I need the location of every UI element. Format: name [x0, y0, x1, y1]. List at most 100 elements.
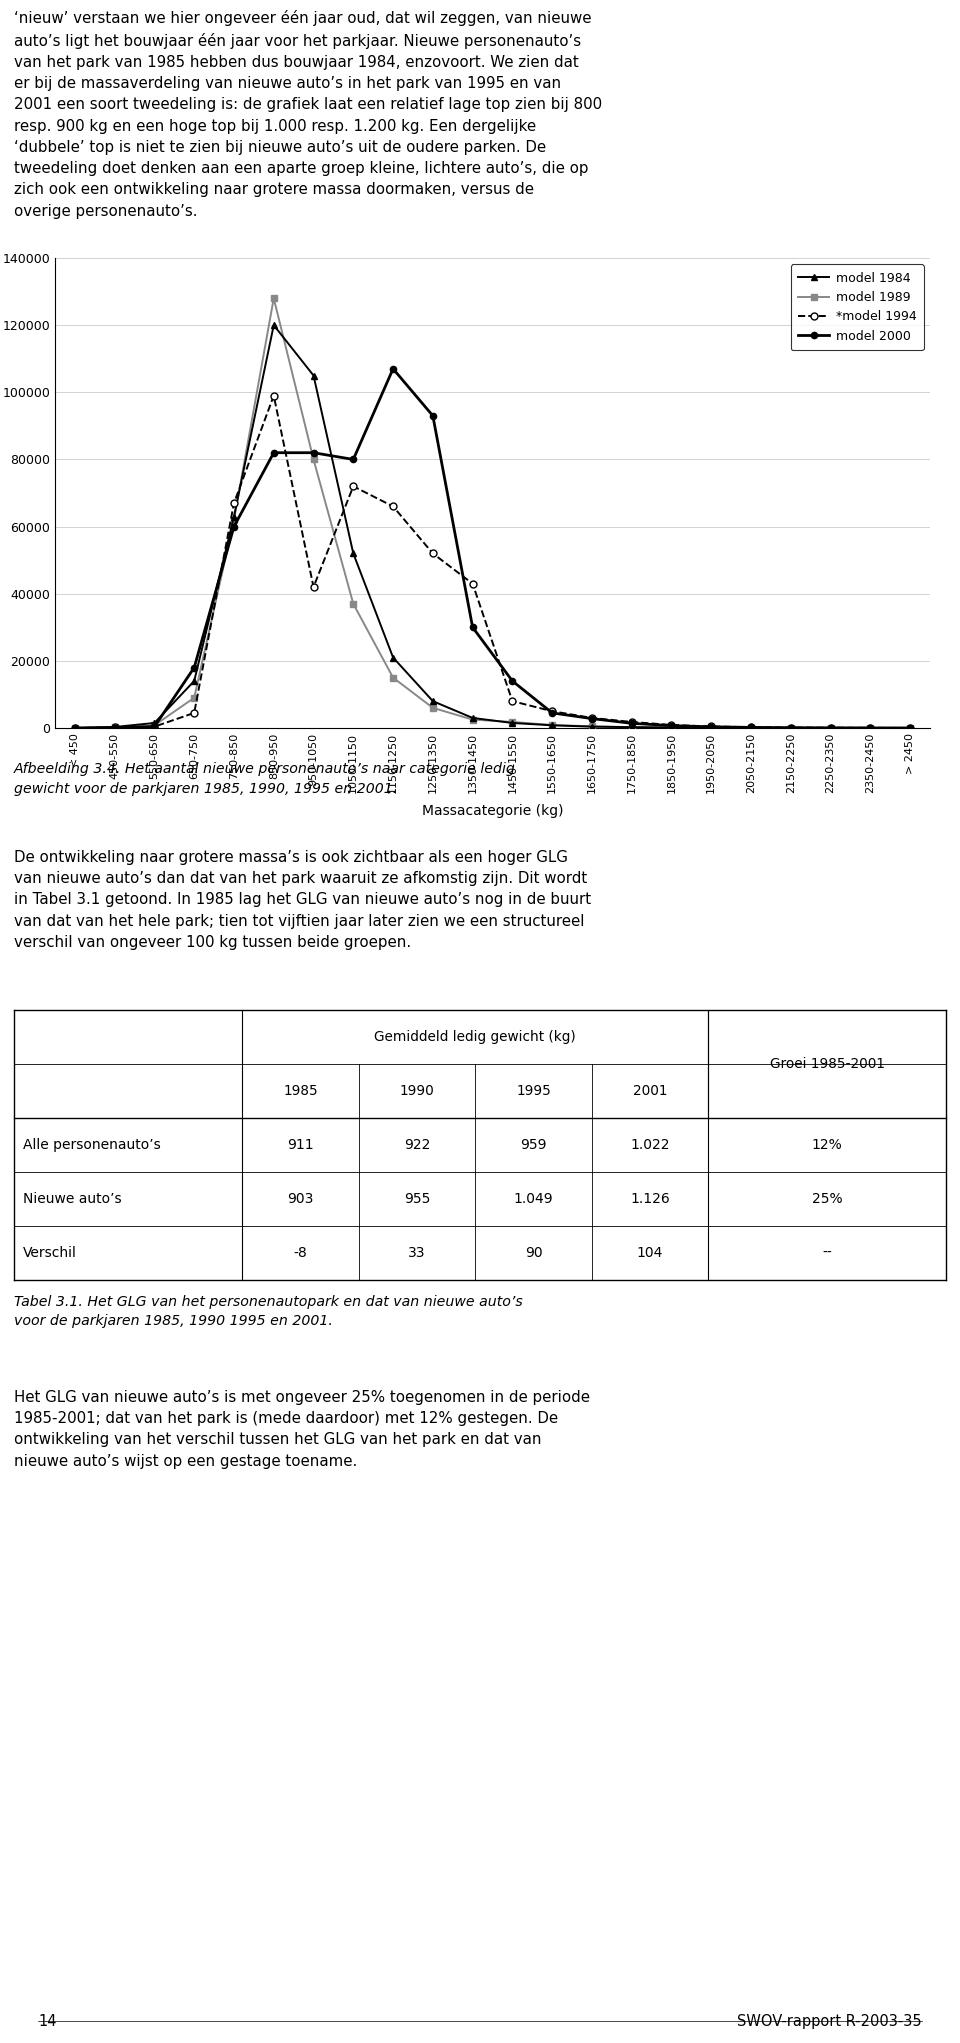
Text: 922: 922	[404, 1138, 430, 1152]
Text: 2001: 2001	[633, 1085, 667, 1097]
model 1989	[427, 695, 439, 719]
model 1989	[228, 507, 240, 531]
model 1989	[546, 713, 558, 738]
*model 1994	[546, 699, 558, 723]
model 1989	[665, 715, 677, 740]
model 1989	[348, 592, 359, 617]
model 1989	[507, 709, 518, 733]
model 1984	[665, 715, 677, 740]
*model 1994	[825, 715, 836, 740]
model 1984	[825, 715, 836, 740]
model 1984	[188, 668, 200, 693]
model 1984	[785, 715, 797, 740]
Text: 1.022: 1.022	[631, 1138, 670, 1152]
*model 1994	[427, 541, 439, 566]
model 2000	[108, 715, 120, 740]
*model 1994	[228, 490, 240, 515]
Text: --: --	[823, 1246, 832, 1261]
*model 1994	[865, 715, 876, 740]
Text: 1.049: 1.049	[514, 1191, 553, 1205]
Text: Nieuwe auto’s: Nieuwe auto’s	[23, 1191, 122, 1205]
Text: De ontwikkeling naar grotere massa’s is ook zichtbaar als een hoger GLG
van nieu: De ontwikkeling naar grotere massa’s is …	[14, 850, 591, 950]
model 1984	[228, 505, 240, 529]
model 1989	[626, 715, 637, 740]
Text: 14: 14	[38, 2014, 57, 2029]
model 2000	[904, 715, 916, 740]
Text: 1985: 1985	[283, 1085, 318, 1097]
*model 1994	[467, 572, 478, 597]
model 2000	[626, 711, 637, 735]
Text: Tabel 3.1. Het GLG van het personenautopark en dat van nieuwe auto’s
voor de par: Tabel 3.1. Het GLG van het personenautop…	[14, 1295, 523, 1328]
Text: Verschil: Verschil	[23, 1246, 77, 1261]
model 2000	[69, 715, 81, 740]
Text: Alle personenauto’s: Alle personenauto’s	[23, 1138, 161, 1152]
model 2000	[467, 615, 478, 639]
model 1989	[587, 715, 598, 740]
Text: 12%: 12%	[812, 1138, 843, 1152]
*model 1994	[69, 715, 81, 740]
model 1989	[745, 715, 756, 740]
model 1989	[825, 715, 836, 740]
Text: 955: 955	[404, 1191, 430, 1205]
Text: Groei 1985-2001: Groei 1985-2001	[770, 1056, 885, 1071]
*model 1994	[387, 494, 398, 519]
*model 1994	[149, 715, 160, 740]
Text: 1995: 1995	[516, 1085, 551, 1097]
Text: 959: 959	[520, 1138, 547, 1152]
model 1984	[467, 705, 478, 729]
model 1984	[706, 715, 717, 740]
model 2000	[706, 715, 717, 740]
model 2000	[546, 701, 558, 725]
model 2000	[149, 715, 160, 740]
*model 1994	[308, 574, 320, 599]
model 2000	[785, 715, 797, 740]
*model 1994	[745, 715, 756, 740]
model 1989	[69, 715, 81, 740]
model 2000	[268, 441, 279, 466]
model 1984	[587, 715, 598, 740]
model 1984	[108, 715, 120, 740]
*model 1994	[785, 715, 797, 740]
Text: 25%: 25%	[812, 1191, 843, 1205]
model 2000	[348, 447, 359, 472]
model 1989	[785, 715, 797, 740]
model 1984	[387, 646, 398, 670]
Text: -8: -8	[294, 1246, 307, 1261]
model 1984	[546, 713, 558, 738]
model 1989	[387, 666, 398, 691]
model 1989	[865, 715, 876, 740]
model 1989	[904, 715, 916, 740]
*model 1994	[904, 715, 916, 740]
X-axis label: Massacategorie (kg): Massacategorie (kg)	[421, 805, 564, 819]
model 1984	[626, 715, 637, 740]
Line: model 1989: model 1989	[72, 294, 913, 731]
model 2000	[507, 668, 518, 693]
model 1984	[308, 364, 320, 388]
model 2000	[308, 441, 320, 466]
*model 1994	[268, 384, 279, 409]
Text: 903: 903	[287, 1191, 314, 1205]
Text: 1990: 1990	[399, 1085, 435, 1097]
model 2000	[665, 713, 677, 738]
model 2000	[825, 715, 836, 740]
model 1989	[268, 286, 279, 311]
*model 1994	[587, 705, 598, 729]
Text: 911: 911	[287, 1138, 314, 1152]
Text: SWOV-rapport R-2003-35: SWOV-rapport R-2003-35	[737, 2014, 922, 2029]
Text: 1.126: 1.126	[630, 1191, 670, 1205]
model 1989	[108, 715, 120, 740]
model 2000	[188, 656, 200, 680]
model 1984	[149, 711, 160, 735]
model 1989	[308, 447, 320, 472]
model 1984	[904, 715, 916, 740]
*model 1994	[665, 713, 677, 738]
model 1989	[188, 686, 200, 711]
model 2000	[745, 715, 756, 740]
model 1984	[69, 715, 81, 740]
model 2000	[427, 405, 439, 429]
model 1984	[507, 711, 518, 735]
*model 1994	[188, 701, 200, 725]
model 2000	[587, 707, 598, 731]
model 1984	[865, 715, 876, 740]
*model 1994	[706, 715, 717, 740]
